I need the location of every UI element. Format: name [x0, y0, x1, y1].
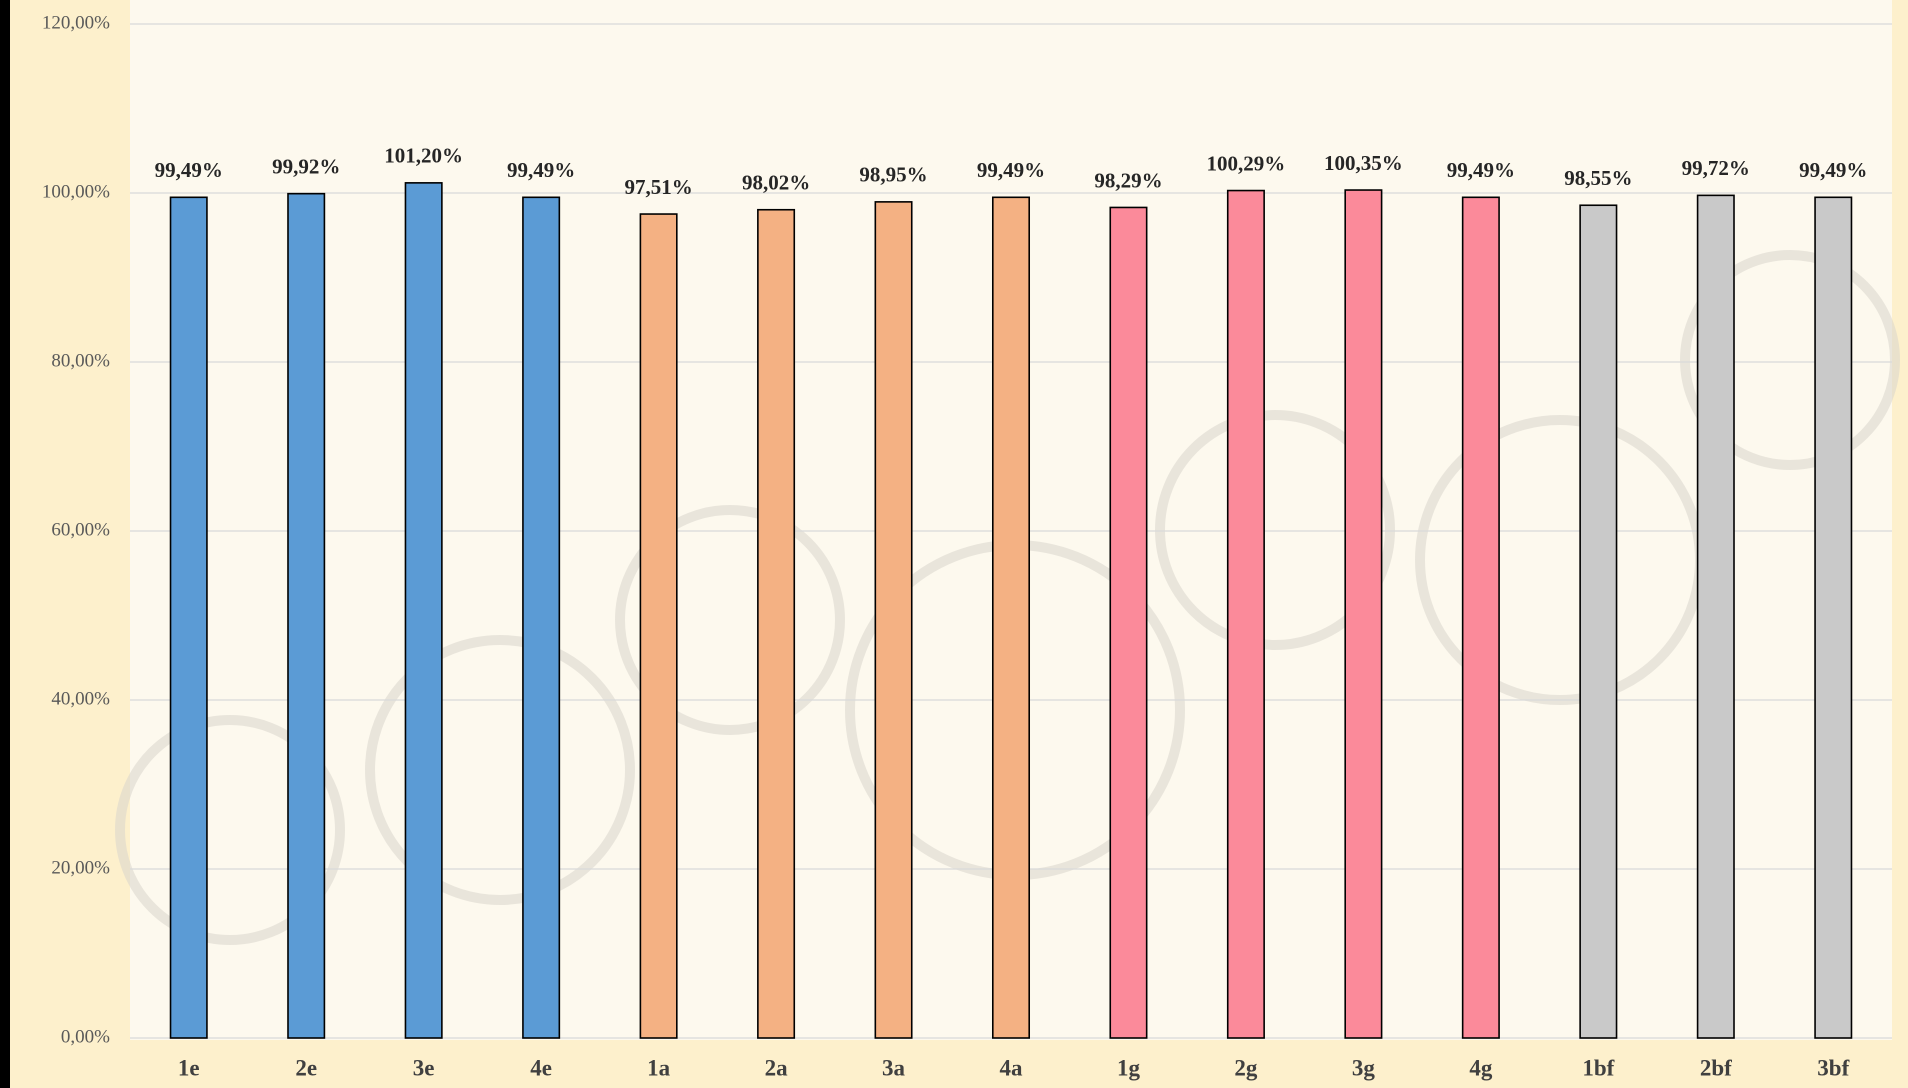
- left-border: [0, 0, 10, 1088]
- x-tick-label: 3a: [882, 1055, 906, 1080]
- x-tick-label: 2a: [765, 1055, 789, 1080]
- bar: [287, 192, 326, 1039]
- x-tick-label: 4a: [1000, 1055, 1024, 1080]
- value-label: 99,92%: [272, 154, 340, 178]
- bar: [757, 208, 796, 1039]
- value-label: 99,49%: [155, 158, 223, 182]
- x-tick-label: 3bf: [1817, 1055, 1849, 1080]
- clock: [1680, 250, 1900, 470]
- clock: [365, 635, 635, 905]
- clock: [115, 715, 345, 945]
- x-tick-label: 1a: [647, 1055, 671, 1080]
- y-tick-label: 100,00%: [42, 181, 110, 202]
- value-label: 100,35%: [1324, 151, 1403, 175]
- y-tick-label: 80,00%: [51, 350, 110, 371]
- clock: [1155, 410, 1395, 650]
- y-tick-label: 40,00%: [51, 688, 110, 709]
- value-label: 97,51%: [624, 175, 692, 199]
- x-tick-label: 3e: [413, 1055, 435, 1080]
- clock: [615, 505, 845, 735]
- x-tick-label: 3g: [1352, 1055, 1376, 1080]
- bar: [1696, 194, 1735, 1039]
- bar: [522, 196, 561, 1039]
- x-tick-label: 4g: [1469, 1055, 1493, 1080]
- value-label: 99,49%: [1447, 158, 1515, 182]
- x-tick-label: 2e: [295, 1055, 317, 1080]
- value-label: 101,20%: [384, 144, 463, 168]
- x-tick-label: 2g: [1234, 1055, 1258, 1080]
- bar: [991, 196, 1031, 1039]
- y-tick-label: 120,00%: [42, 12, 110, 33]
- x-tick-label: 4e: [530, 1055, 552, 1080]
- bar: [1109, 206, 1148, 1039]
- value-label: 98,95%: [859, 163, 927, 187]
- bar: [639, 213, 678, 1039]
- bar: [1226, 189, 1265, 1039]
- x-tick-label: 2bf: [1700, 1055, 1732, 1080]
- x-tick-label: 1bf: [1582, 1055, 1614, 1080]
- y-tick-label: 0,00%: [61, 1026, 110, 1047]
- value-label: 98,55%: [1564, 166, 1632, 190]
- bar: [404, 182, 443, 1039]
- value-label: 98,02%: [742, 171, 810, 195]
- x-tick-label: 1g: [1117, 1055, 1141, 1080]
- bar: [169, 196, 208, 1039]
- y-tick-label: 60,00%: [51, 519, 110, 540]
- value-label: 100,29%: [1207, 151, 1286, 175]
- bar: [1814, 196, 1853, 1039]
- y-tick-label: 20,00%: [51, 857, 110, 878]
- bar: [1579, 204, 1618, 1039]
- value-label: 99,49%: [507, 158, 575, 182]
- value-label: 99,49%: [1799, 158, 1867, 182]
- value-label: 99,49%: [977, 158, 1045, 182]
- bar: [1344, 189, 1383, 1039]
- x-tick-label: 1e: [178, 1055, 200, 1080]
- value-label: 98,29%: [1094, 168, 1162, 192]
- bar: [1461, 196, 1500, 1039]
- value-label: 99,72%: [1682, 156, 1750, 180]
- bar: [874, 201, 913, 1039]
